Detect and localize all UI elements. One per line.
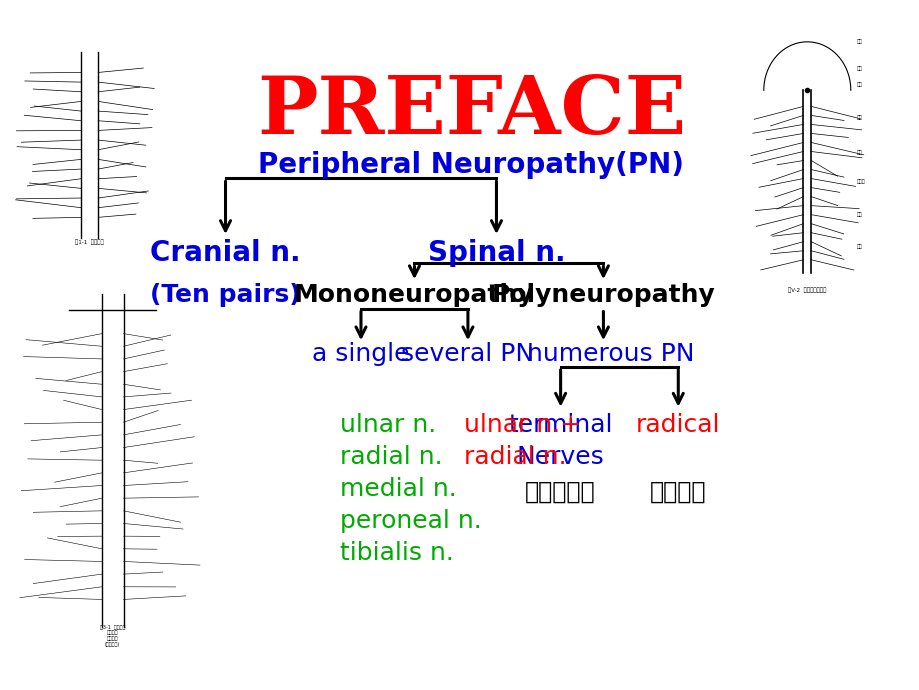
Text: radial n.: radial n. — [339, 445, 442, 469]
Text: Nerves: Nerves — [516, 445, 604, 469]
Text: numerous PN: numerous PN — [527, 342, 694, 366]
Text: (Ten pairs): (Ten pairs) — [150, 284, 301, 307]
Text: radial n.: radial n. — [464, 445, 566, 469]
Text: 臂丛: 臂丛 — [856, 150, 862, 155]
Text: several PN: several PN — [401, 342, 534, 366]
Text: 中脑: 中脑 — [856, 66, 862, 71]
Text: tibialis n.: tibialis n. — [339, 541, 453, 565]
Text: terminal: terminal — [508, 413, 612, 437]
Text: Spinal n.: Spinal n. — [427, 239, 564, 267]
Text: 图1-1  脑干背面: 图1-1 脑干背面 — [75, 239, 104, 245]
Text: medial n.: medial n. — [339, 477, 456, 501]
Text: 大脑: 大脑 — [856, 39, 862, 44]
Text: 脑丛: 脑丛 — [856, 115, 862, 119]
Text: peroneal n.: peroneal n. — [339, 509, 481, 533]
Text: PREFACE: PREFACE — [256, 73, 686, 151]
Text: 骶丛: 骶丛 — [856, 244, 862, 249]
Text: a single: a single — [312, 342, 409, 366]
Text: 腰丛: 腰丛 — [856, 212, 862, 217]
Text: Cranial n.: Cranial n. — [150, 239, 301, 267]
Text: ulnar n.: ulnar n. — [339, 413, 436, 437]
Text: 小脑: 小脑 — [856, 82, 862, 88]
Text: 图V-2  神经系统的区分: 图V-2 神经系统的区分 — [788, 288, 825, 293]
Text: radical: radical — [635, 413, 720, 437]
Text: （根性）: （根性） — [650, 480, 706, 504]
Text: Peripheral Neuropathy(PN): Peripheral Neuropathy(PN) — [258, 151, 684, 179]
Text: 图3-1  脊神经丛
周围神经
脊肋神经
(背侧神经): 图3-1 脊神经丛 周围神经 脊肋神经 (背侧神经) — [100, 624, 125, 647]
Text: Mononeuropathy: Mononeuropathy — [294, 284, 534, 307]
Text: （末梢性）: （末梢性） — [525, 480, 596, 504]
Text: Polyneuropathy: Polyneuropathy — [491, 284, 714, 307]
Text: 脊神经: 脊神经 — [856, 179, 865, 184]
Text: ulnar n.+: ulnar n.+ — [464, 413, 581, 437]
